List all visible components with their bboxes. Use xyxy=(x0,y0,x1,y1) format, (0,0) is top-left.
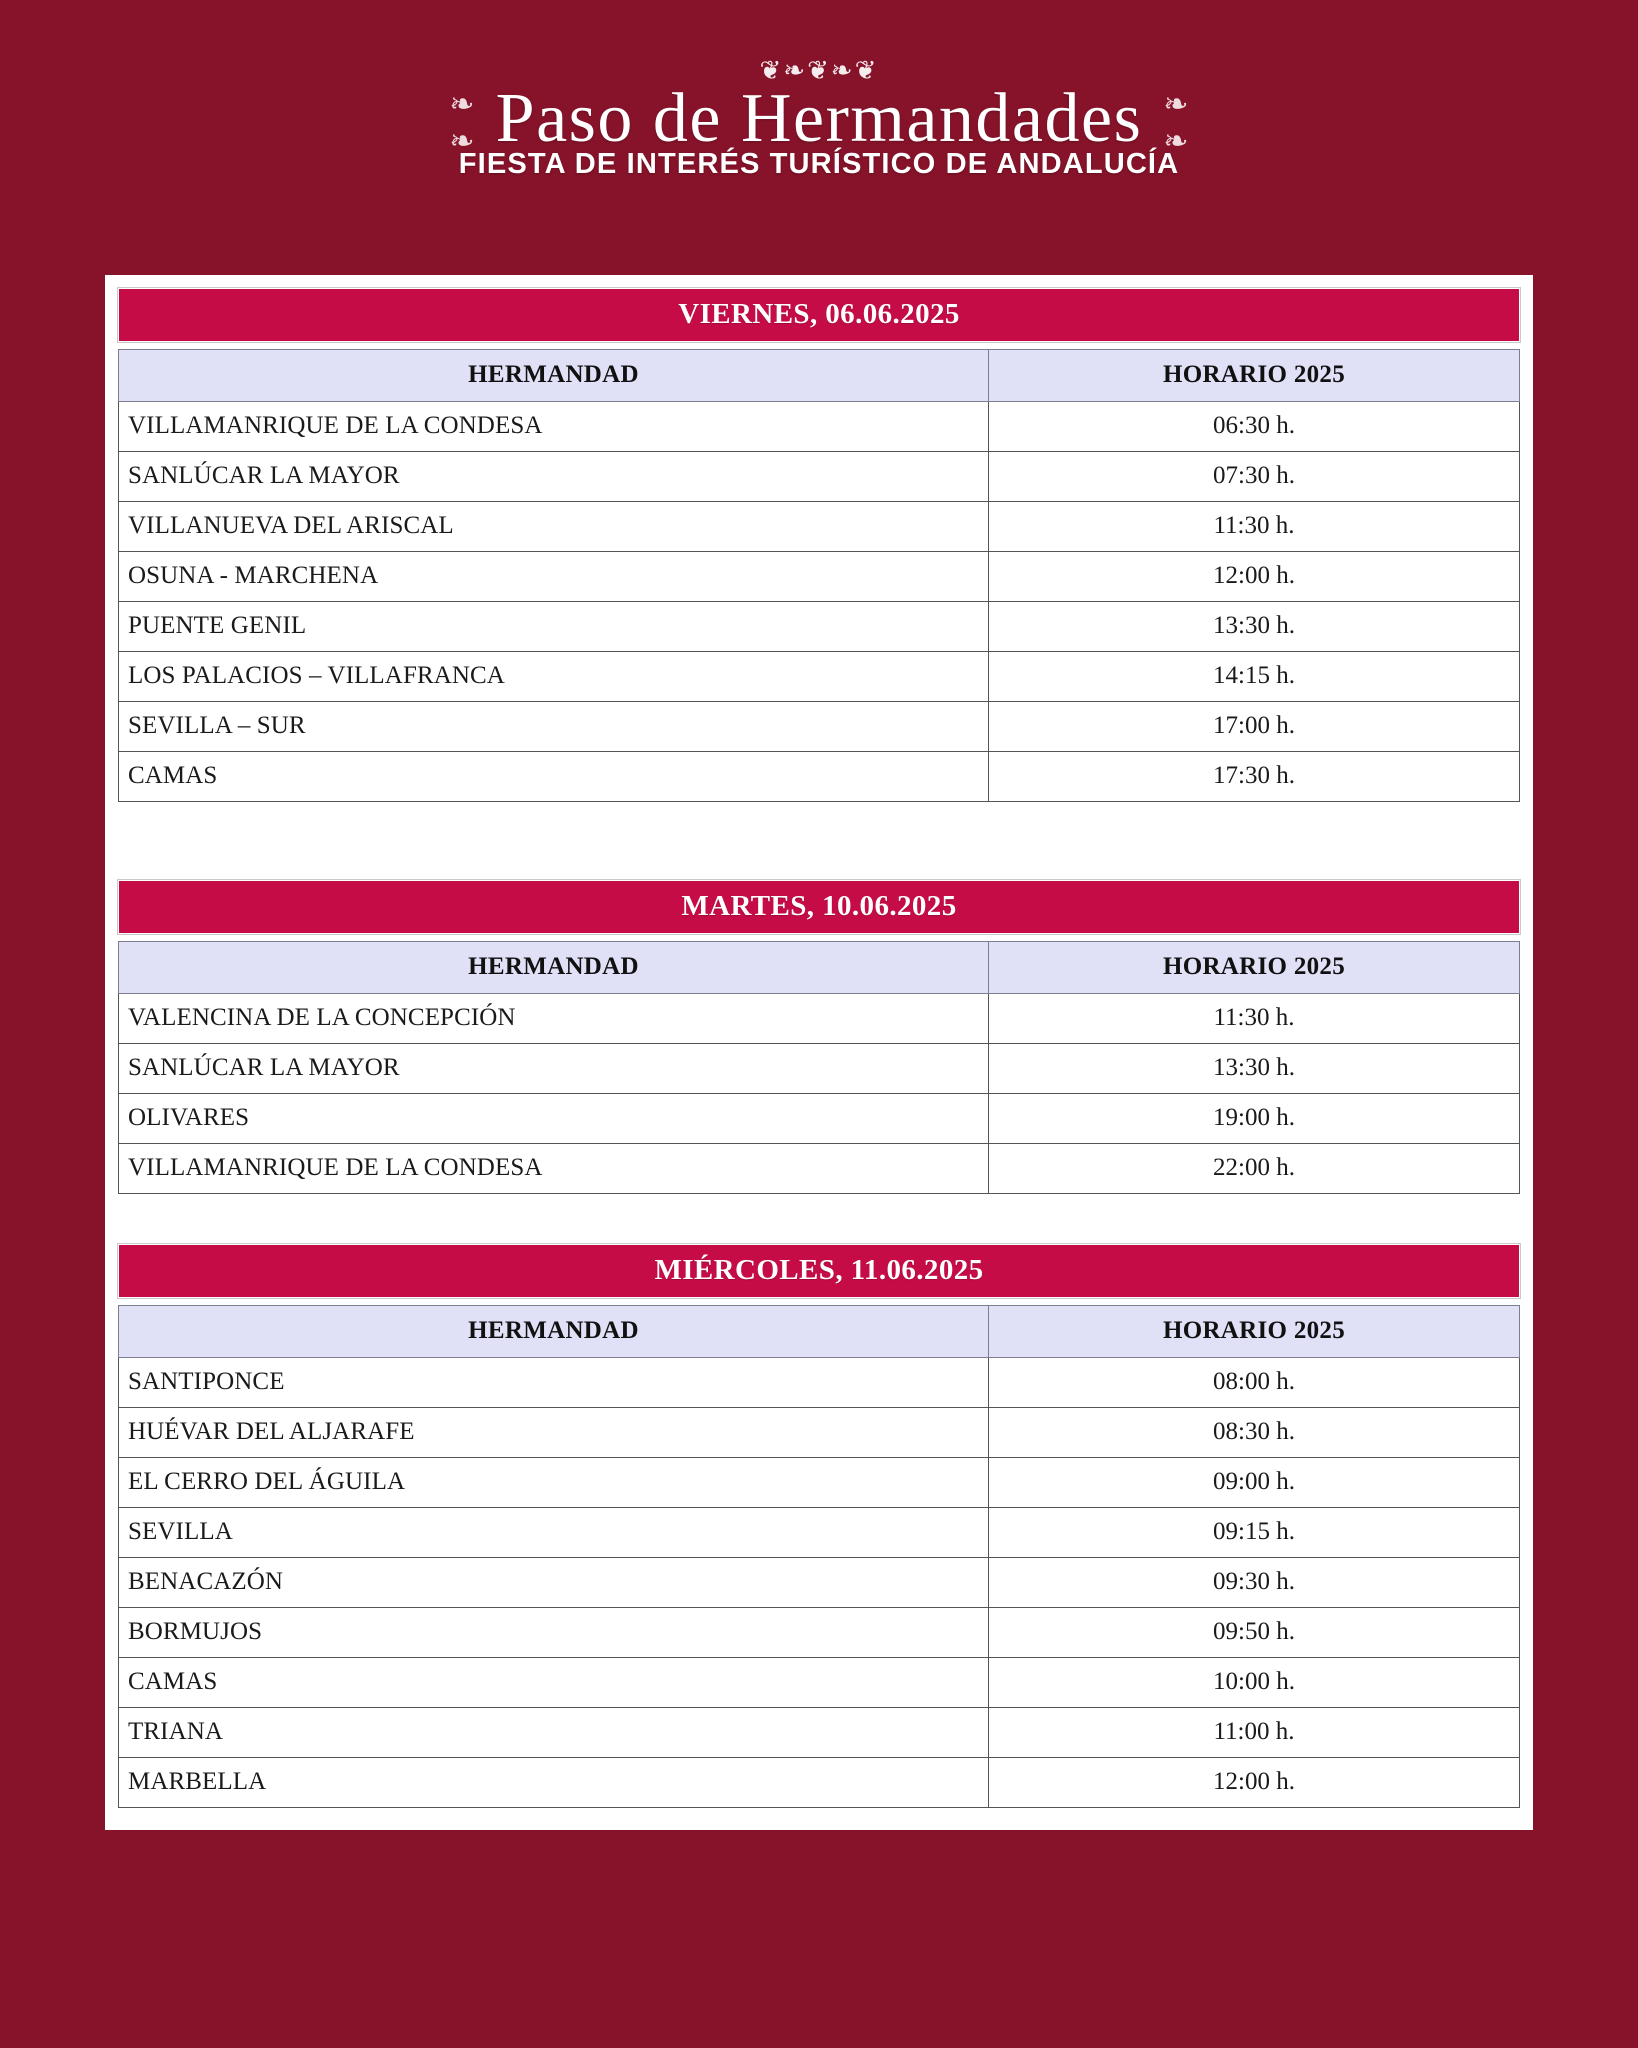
cell-hermandad: HUÉVAR DEL ALJARAFE xyxy=(117,1407,990,1458)
cell-horario: 12:00 h. xyxy=(988,551,1520,602)
table-row: SANLÚCAR LA MAYOR 07:30 h. xyxy=(117,451,1520,502)
table-header-row: HERMANDAD HORARIO 2025 xyxy=(117,1305,1520,1358)
column-header-horario: HORARIO 2025 xyxy=(988,349,1520,402)
table-row: SEVILLA 09:15 h. xyxy=(117,1507,1520,1558)
table-row: PUENTE GENIL 13:30 h. xyxy=(117,601,1520,652)
table-row: SEVILLA – SUR 17:00 h. xyxy=(117,701,1520,752)
schedule-card: VIERNES, 06.06.2025 HERMANDAD HORARIO 2025… xyxy=(105,275,1533,1830)
cell-horario: 10:00 h. xyxy=(988,1657,1520,1708)
cell-horario: 14:15 h. xyxy=(988,651,1520,702)
cell-hermandad: VALENCINA DE LA CONCEPCIÓN xyxy=(117,993,990,1044)
cell-hermandad: BENACAZÓN xyxy=(117,1557,990,1608)
column-header-hermandad: HERMANDAD xyxy=(117,1305,990,1358)
cell-horario: 11:00 h. xyxy=(988,1707,1520,1758)
cell-hermandad: VILLAMANRIQUE DE LA CONDESA xyxy=(117,1143,990,1194)
cell-hermandad: CAMAS xyxy=(117,1657,990,1708)
schedule-table: HERMANDAD HORARIO 2025 VILLAMANRIQUE DE LA… xyxy=(117,349,1520,802)
table-row: VILLAMANRIQUE DE LA CONDESA 06:30 h. xyxy=(117,401,1520,452)
cell-hermandad: BORMUJOS xyxy=(117,1607,990,1658)
cell-horario: 11:30 h. xyxy=(988,993,1520,1044)
page-title: Paso de Hermandades xyxy=(495,80,1143,157)
cell-horario: 12:00 h. xyxy=(988,1757,1520,1808)
cell-horario: 09:50 h. xyxy=(988,1607,1520,1658)
table-row: TRIANA 11:00 h. xyxy=(117,1707,1520,1758)
table-row: HUÉVAR DEL ALJARAFE 08:30 h. xyxy=(117,1407,1520,1458)
cell-hermandad: LOS PALACIOS – VILLAFRANCA xyxy=(117,651,990,702)
table-row: EL CERRO DEL ÁGUILA 09:00 h. xyxy=(117,1457,1520,1508)
cell-hermandad: SEVILLA xyxy=(117,1507,990,1558)
cell-horario: 07:30 h. xyxy=(988,451,1520,502)
schedule-table: HERMANDAD HORARIO 2025 VALENCINA DE LA CON… xyxy=(117,941,1520,1194)
cell-horario: 08:30 h. xyxy=(988,1407,1520,1458)
section-spacer xyxy=(118,802,1520,880)
cell-hermandad: MARBELLA xyxy=(117,1757,990,1808)
table-row: MARBELLA 12:00 h. xyxy=(117,1757,1520,1808)
table-row: SANTIPONCE 08:00 h. xyxy=(117,1357,1520,1408)
day-block: MIÉRCOLES, 11.06.2025 HERMANDAD HORARIO 20… xyxy=(117,1244,1520,1808)
section-spacer xyxy=(118,1194,1520,1244)
table-row: OLIVARES 19:00 h. xyxy=(117,1093,1520,1144)
cell-hermandad: OSUNA - MARCHENA xyxy=(117,551,990,602)
table-header-row: HERMANDAD HORARIO 2025 xyxy=(117,941,1520,994)
cell-hermandad: SANLÚCAR LA MAYOR xyxy=(117,451,990,502)
column-header-hermandad: HERMANDAD xyxy=(117,941,990,994)
table-row: VALENCINA DE LA CONCEPCIÓN 11:30 h. xyxy=(117,993,1520,1044)
cell-hermandad: VILLAMANRIQUE DE LA CONDESA xyxy=(117,401,990,452)
cell-horario: 17:00 h. xyxy=(988,701,1520,752)
schedule-table: HERMANDAD HORARIO 2025 SANTIPONCE 08:00 h. H… xyxy=(117,1305,1520,1808)
poster-title-block: ❧ ❧ ❧ ❧ Paso de Hermandades FIESTA DE IN… xyxy=(439,84,1199,181)
day-block: VIERNES, 06.06.2025 HERMANDAD HORARIO 2025… xyxy=(117,288,1520,802)
cell-hermandad: PUENTE GENIL xyxy=(117,601,990,652)
cell-horario: 13:30 h. xyxy=(988,601,1520,652)
column-header-horario: HORARIO 2025 xyxy=(988,941,1520,994)
column-header-hermandad: HERMANDAD xyxy=(117,349,990,402)
cell-hermandad: SEVILLA – SUR xyxy=(117,701,990,752)
day-banner: VIERNES, 06.06.2025 xyxy=(118,288,1520,342)
cell-hermandad: TRIANA xyxy=(117,1707,990,1758)
cell-horario: 06:30 h. xyxy=(988,401,1520,452)
cell-horario: 17:30 h. xyxy=(988,751,1520,802)
column-header-horario: HORARIO 2025 xyxy=(988,1305,1520,1358)
table-row: VILLAMANRIQUE DE LA CONDESA 22:00 h. xyxy=(117,1143,1520,1194)
table-row: BENACAZÓN 09:30 h. xyxy=(117,1557,1520,1608)
cell-hermandad: CAMAS xyxy=(117,751,990,802)
day-banner: MIÉRCOLES, 11.06.2025 xyxy=(118,1244,1520,1298)
cell-hermandad: SANTIPONCE xyxy=(117,1357,990,1408)
table-row: SANLÚCAR LA MAYOR 13:30 h. xyxy=(117,1043,1520,1094)
cell-horario: 08:00 h. xyxy=(988,1357,1520,1408)
cell-horario: 13:30 h. xyxy=(988,1043,1520,1094)
flourish-ornament-icon: ❦❧❦❧❦ xyxy=(759,56,879,86)
table-row: CAMAS 17:30 h. xyxy=(117,751,1520,802)
cell-hermandad: SANLÚCAR LA MAYOR xyxy=(117,1043,990,1094)
cell-horario: 09:30 h. xyxy=(988,1557,1520,1608)
cell-hermandad: OLIVARES xyxy=(117,1093,990,1144)
cell-horario: 19:00 h. xyxy=(988,1093,1520,1144)
cell-hermandad: VILLANUEVA DEL ARISCAL xyxy=(117,501,990,552)
day-banner: MARTES, 10.06.2025 xyxy=(118,880,1520,934)
day-block: MARTES, 10.06.2025 HERMANDAD HORARIO 2025 V… xyxy=(117,880,1520,1194)
table-row: OSUNA - MARCHENA 12:00 h. xyxy=(117,551,1520,602)
table-row: BORMUJOS 09:50 h. xyxy=(117,1607,1520,1658)
table-header-row: HERMANDAD HORARIO 2025 xyxy=(117,349,1520,402)
cell-horario: 11:30 h. xyxy=(988,501,1520,552)
cell-horario: 22:00 h. xyxy=(988,1143,1520,1194)
cell-hermandad: EL CERRO DEL ÁGUILA xyxy=(117,1457,990,1508)
schedule-days-container: VIERNES, 06.06.2025 HERMANDAD HORARIO 2025… xyxy=(117,288,1520,1808)
table-row: VILLANUEVA DEL ARISCAL 11:30 h. xyxy=(117,501,1520,552)
cell-horario: 09:15 h. xyxy=(988,1507,1520,1558)
page-subtitle: FIESTA DE INTERÉS TURÍSTICO DE ANDALUCÍA xyxy=(458,148,1180,180)
table-row: LOS PALACIOS – VILLAFRANCA 14:15 h. xyxy=(117,651,1520,702)
cell-horario: 09:00 h. xyxy=(988,1457,1520,1508)
poster-header: ❦❧❦❧❦ ❧ ❧ ❧ ❧ Paso de Hermandades FIESTA… xyxy=(0,0,1638,212)
table-row: CAMAS 10:00 h. xyxy=(117,1657,1520,1708)
